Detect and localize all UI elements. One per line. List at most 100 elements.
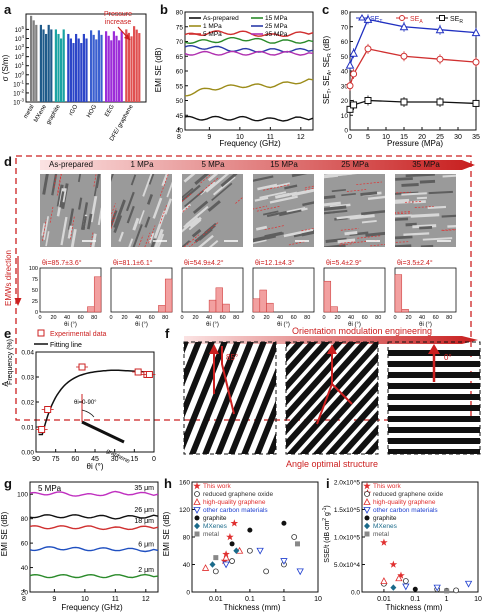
panel-g-curve-label-3: 6 μm xyxy=(138,541,154,548)
hist-xtick-label: 0 xyxy=(322,315,325,321)
panel-f-stripe xyxy=(286,342,331,392)
panel-a-bar-6-0 xyxy=(125,29,128,102)
panel-g-xtick-label: 11 xyxy=(112,596,119,603)
panel-e-point-3 xyxy=(134,368,142,376)
panel-h-legend-marker-4 xyxy=(194,515,200,521)
panel-c-point-0-5 xyxy=(471,28,481,37)
sem-flake xyxy=(166,181,172,198)
sem-orientation-line xyxy=(340,241,356,244)
panel-b-ytick-label: 70 xyxy=(176,39,184,46)
hist-bar-2-1 xyxy=(208,299,217,313)
sem-flake xyxy=(324,244,346,247)
panel-f-title-bottom: Angle optimal structure xyxy=(286,459,378,469)
sem-flake xyxy=(61,188,67,203)
panel-h-legend-marker-6 xyxy=(194,531,200,537)
panel-f-stripe xyxy=(351,424,378,454)
panel-a-bar-2-0 xyxy=(54,29,57,102)
panel-f-stripe xyxy=(325,395,378,454)
panel-g-xtick-label: 9 xyxy=(52,596,56,603)
sem-flake xyxy=(90,195,98,223)
panel-f-stripe xyxy=(228,342,276,454)
sem-flake xyxy=(324,195,336,200)
sem-flake xyxy=(111,174,114,182)
hist-xlabel: θi (°) xyxy=(206,322,219,328)
sem-orientation-line xyxy=(148,225,156,244)
sem-flake xyxy=(188,219,202,231)
sem-flake xyxy=(182,184,201,203)
hist-bar-4-0 xyxy=(323,280,332,313)
sem-flake xyxy=(395,244,412,247)
panel-a-bar-4-2 xyxy=(95,39,98,102)
hist-xtick-label: 20 xyxy=(121,315,127,321)
hist-bar-1-0 xyxy=(164,278,173,313)
sem-flake xyxy=(125,191,135,212)
sem-orientation-line xyxy=(138,234,144,247)
sem-orientation-line xyxy=(200,174,212,184)
sem-flake xyxy=(59,191,65,208)
hist-frame-3 xyxy=(252,267,315,313)
panel-a-bar-5-1 xyxy=(107,35,110,103)
panel-c-point-0-1 xyxy=(349,48,358,57)
panel-e-ytick-label: 0.02 xyxy=(21,400,34,407)
panel-f-stripe xyxy=(299,366,378,454)
panel-g-xlabel: Frequency (GHz) xyxy=(61,603,123,612)
sem-flake xyxy=(82,216,87,230)
panel-e-point-2 xyxy=(78,363,86,371)
panel-d-col-title-1: 1 MPa xyxy=(130,160,154,169)
panel-c-xtick-label: 35 xyxy=(472,134,480,141)
sem-orientation-line xyxy=(395,241,409,243)
sem-flake xyxy=(78,197,83,210)
panel-a-bar-1-1 xyxy=(42,29,45,102)
panel-a-bar-4-4 xyxy=(100,34,103,102)
panel-h-ytick-label: 80 xyxy=(183,535,191,542)
panel-a-bar-0-0 xyxy=(30,15,33,103)
panel-f-stripe xyxy=(338,410,378,454)
panel-a-bar-5-6 xyxy=(120,31,123,102)
panel-a-ytick-label: 10-1 xyxy=(13,79,24,88)
sem-flake xyxy=(395,191,419,195)
panel-a-ylabel: σ (S/m) xyxy=(1,54,10,81)
panel-g-ytick-label: 100 xyxy=(17,492,28,499)
panel-i-ytick-label: 1.5x10^5 xyxy=(334,507,361,514)
panel-h-point-1-2 xyxy=(246,547,253,554)
panel-h-legend-label-3: other carbon materials xyxy=(203,507,268,514)
panel-g-title: 5 MPa xyxy=(38,484,62,493)
sem-flake xyxy=(422,237,453,241)
panel-b-label: b xyxy=(160,2,168,17)
panel-e-xtick-label: 75 xyxy=(52,456,60,463)
panel-d-col-title-0: As-prepared xyxy=(48,160,94,169)
sem-orientation-line xyxy=(370,244,385,247)
sem-flake xyxy=(361,210,385,216)
panel-e-inset-theta: θi=0-90° xyxy=(74,400,97,406)
panel-g-chart: 8 9 10 11 12 20 40 60 80 100 35 μm 26 μm 18 μm 6 μm 2 … xyxy=(0,481,159,612)
sem-flake xyxy=(419,179,436,184)
sem-flake xyxy=(325,237,347,243)
panel-h-xtick-label: 10 xyxy=(314,596,322,603)
panel-i-point-5-0 xyxy=(390,584,397,591)
panel-e-point-1 xyxy=(44,406,52,413)
panel-f-stripe xyxy=(184,342,215,419)
sem-flake xyxy=(405,174,435,178)
panel-a-bar-3-2 xyxy=(72,43,75,102)
panel-a-category-label: HOG xyxy=(86,104,98,119)
panel-f-label: f xyxy=(165,326,170,341)
panel-c-legend-label-1: SEA xyxy=(410,16,423,25)
sem-flake xyxy=(208,239,219,247)
sem-flake xyxy=(205,174,230,193)
sem-flake xyxy=(395,214,412,218)
sem-flake xyxy=(365,231,385,237)
panel-f-stripe xyxy=(241,367,276,454)
hist-xlabel: θi (°) xyxy=(135,322,148,328)
hist-xtick-label: 80 xyxy=(91,315,97,321)
panel-h-ytick-label: 0 xyxy=(186,590,190,597)
panel-e-xtick-label: 15 xyxy=(130,456,138,463)
panel-c-point-0-4 xyxy=(435,25,445,34)
hist-ytick-label: 50 xyxy=(32,288,38,294)
panel-a-ytick-label: 103 xyxy=(15,43,25,52)
hist-xtick-label: 20 xyxy=(405,315,411,321)
sem-flake xyxy=(284,184,298,190)
panel-b-ytick-label: 50 xyxy=(176,98,184,105)
panel-a-bar-6-3 xyxy=(133,26,136,102)
sem-flake xyxy=(360,191,378,197)
